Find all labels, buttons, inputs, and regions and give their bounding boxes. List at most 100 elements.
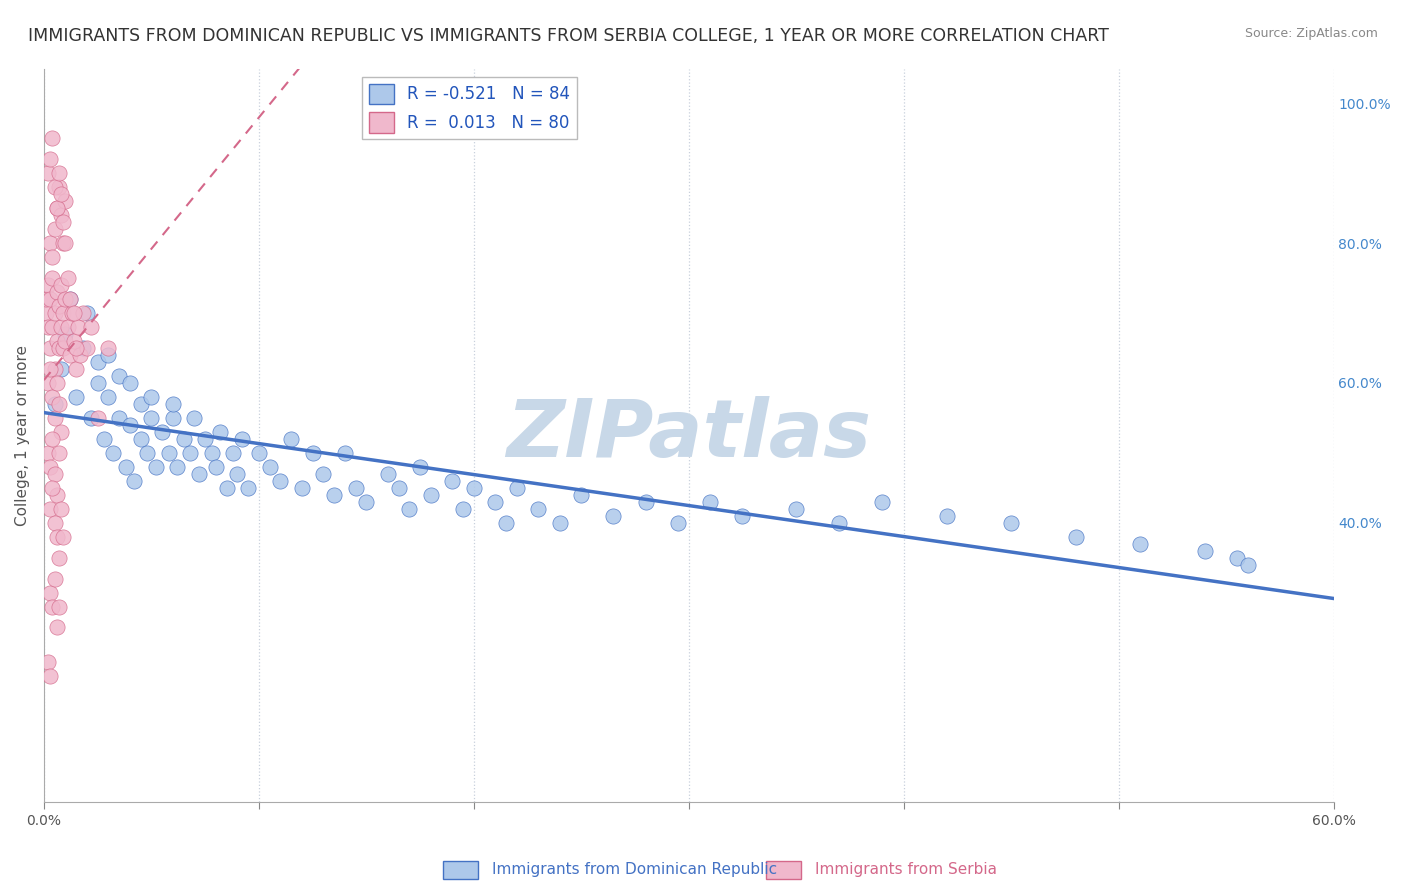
Point <box>63 306 86 320</box>
Point <box>52 236 75 251</box>
Point <box>39 501 62 516</box>
Point <box>150 425 173 439</box>
Point <box>39 341 62 355</box>
Point <box>41 599 63 614</box>
Point <box>41 390 63 404</box>
Point <box>269 474 291 488</box>
Point <box>72 306 94 320</box>
Text: IMMIGRANTS FROM DOMINICAN REPUBLIC VS IMMIGRANTS FROM SERBIA COLLEGE, 1 YEAR OR : IMMIGRANTS FROM DOMINICAN REPUBLIC VS IM… <box>28 27 1109 45</box>
Point <box>44 180 66 194</box>
Point <box>97 341 120 355</box>
Point <box>141 390 163 404</box>
Point <box>45 620 67 634</box>
Point <box>200 446 222 460</box>
Point <box>55 334 77 348</box>
Point <box>39 153 62 167</box>
Point <box>37 278 59 293</box>
Point <box>56 271 79 285</box>
Point <box>86 376 108 390</box>
Point <box>145 459 167 474</box>
Point <box>52 215 75 229</box>
Text: Source: ZipAtlas.com: Source: ZipAtlas.com <box>1244 27 1378 40</box>
Point <box>86 355 108 369</box>
Point <box>48 550 70 565</box>
Point <box>45 530 67 544</box>
Point <box>44 306 66 320</box>
Point <box>280 432 302 446</box>
Point <box>49 362 72 376</box>
Point <box>387 481 409 495</box>
Point <box>301 446 323 460</box>
Point <box>49 208 72 222</box>
Point <box>59 292 82 306</box>
Point <box>1226 550 1249 565</box>
Point <box>166 459 188 474</box>
Point <box>76 306 98 320</box>
Text: ZIPatlas: ZIPatlas <box>506 396 872 475</box>
Point <box>108 368 131 383</box>
Legend: R = -0.521   N = 84, R =  0.013   N = 80: R = -0.521 N = 84, R = 0.013 N = 80 <box>363 77 576 139</box>
Point <box>222 446 245 460</box>
Point <box>65 341 87 355</box>
Point <box>41 432 63 446</box>
Point <box>48 166 70 180</box>
Point <box>97 348 120 362</box>
Point <box>41 131 63 145</box>
Point <box>194 432 217 446</box>
Point <box>45 285 67 299</box>
Point <box>86 410 108 425</box>
Point <box>419 488 441 502</box>
Point <box>205 459 228 474</box>
Point <box>80 410 103 425</box>
Point <box>55 292 77 306</box>
Point <box>41 481 63 495</box>
Point <box>236 481 259 495</box>
Point <box>37 166 59 180</box>
Point <box>44 362 66 376</box>
Point <box>48 341 70 355</box>
Point <box>173 432 195 446</box>
Point <box>80 320 103 334</box>
Point <box>1064 530 1087 544</box>
Point <box>398 501 420 516</box>
Point <box>59 292 82 306</box>
Point <box>44 222 66 236</box>
Point <box>409 459 432 474</box>
Point <box>45 376 67 390</box>
Point <box>548 516 571 530</box>
Point <box>48 397 70 411</box>
Point <box>118 376 141 390</box>
Point <box>333 446 356 460</box>
Point <box>162 397 184 411</box>
Point <box>37 320 59 334</box>
Point <box>39 292 62 306</box>
Point <box>45 488 67 502</box>
Point <box>602 508 624 523</box>
Point <box>45 201 67 215</box>
Point <box>1194 543 1216 558</box>
Point <box>1236 558 1258 572</box>
Point <box>49 320 72 334</box>
Point <box>157 446 180 460</box>
Point <box>44 410 66 425</box>
Point <box>55 326 77 341</box>
Point <box>48 299 70 313</box>
Point <box>129 432 152 446</box>
Point <box>39 459 62 474</box>
Point <box>935 508 957 523</box>
Point <box>65 390 87 404</box>
Point <box>785 501 807 516</box>
Point <box>129 397 152 411</box>
Point <box>247 446 270 460</box>
Point <box>291 481 314 495</box>
Point <box>37 446 59 460</box>
Point <box>67 320 90 334</box>
Point <box>183 410 205 425</box>
Point <box>226 467 249 481</box>
Point <box>37 376 59 390</box>
Point <box>870 494 893 508</box>
Point <box>63 334 86 348</box>
Point <box>41 250 63 264</box>
Point <box>451 501 474 516</box>
Point <box>37 656 59 670</box>
